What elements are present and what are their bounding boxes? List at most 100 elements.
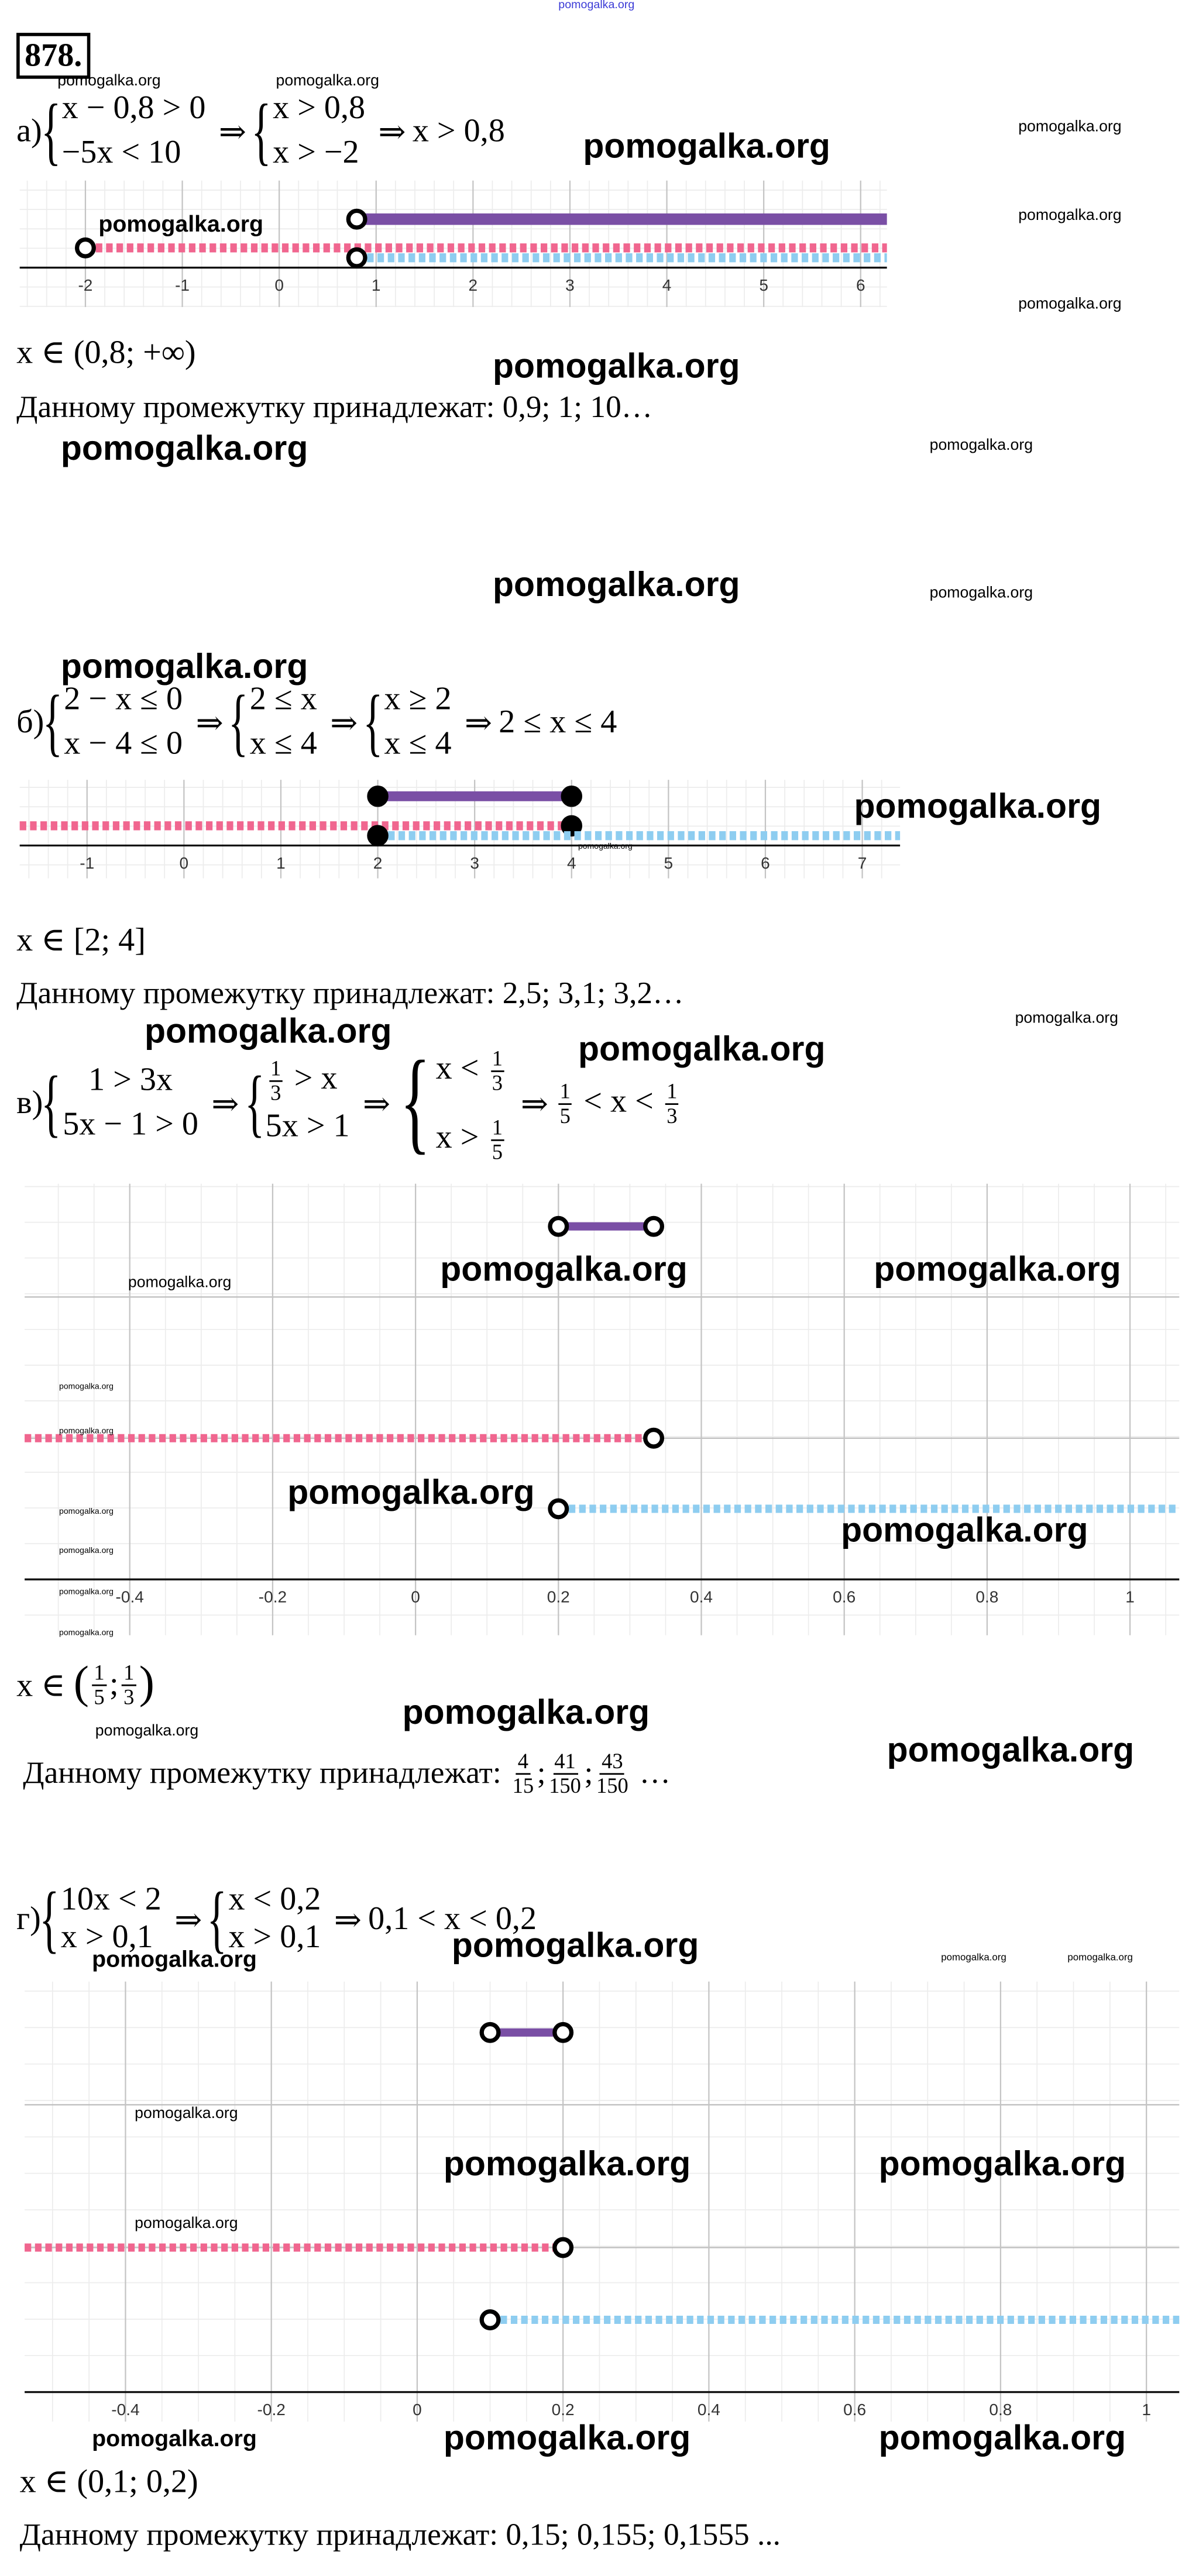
result: x > 0,8 — [412, 112, 505, 149]
watermark: pomogalka.org — [60, 648, 308, 687]
implies-arrow: ⇒ — [520, 1086, 548, 1122]
tick-label: 5 — [759, 276, 768, 294]
watermark: pomogalka.org — [493, 566, 740, 604]
tick-label: 0.4 — [690, 1587, 713, 1606]
open-point — [479, 2309, 501, 2330]
watermark: pomogalka.org — [1018, 295, 1122, 314]
tick-label: -2 — [78, 276, 92, 294]
result: 0,1 < x < 0,2 — [368, 1900, 537, 1937]
tick-label: -0.4 — [111, 2401, 139, 2419]
open-point — [74, 237, 96, 259]
watermark: pomogalka.org — [578, 1031, 826, 1071]
open-point — [479, 2021, 501, 2043]
tick-label: 0 — [413, 2401, 422, 2419]
tick-label: 1 — [1125, 1587, 1135, 1606]
watermark: pomogalka.org — [578, 842, 633, 852]
implies-arrow: ⇒ — [330, 705, 358, 742]
belongs-a: Данному промежутку принадлежат: 0,9; 1; … — [16, 391, 653, 425]
watermark: pomogalka.org — [287, 1474, 535, 1513]
answer-c: x ∈ (1 5; 1 3) — [16, 1658, 154, 1709]
tick-label: 0.6 — [843, 2401, 866, 2419]
belongs-b: Данному промежутку принадлежат: 2,5; 3,1… — [16, 977, 684, 1011]
open-point — [643, 1427, 665, 1449]
watermark: pomogalka.org — [443, 2420, 691, 2458]
watermark: pomogalka.org — [887, 1732, 1135, 1770]
watermark: pomogalka.org — [941, 1954, 1006, 1964]
part-label: а) — [16, 112, 42, 149]
system-line: x ≤ 4 — [249, 725, 317, 762]
tick-label: 0 — [274, 276, 284, 294]
problem-number: 878. — [16, 33, 91, 79]
tick-label: 4 — [662, 276, 672, 294]
system-line: 5x − 1 > 0 — [63, 1106, 198, 1143]
watermark: pomogalka.org — [443, 2145, 691, 2184]
implies-arrow: ⇒ — [174, 1902, 202, 1938]
watermark: pomogalka.org — [135, 2105, 238, 2123]
fraction: 41 150 — [549, 1748, 581, 1798]
system-line: 1 > 3x — [88, 1062, 173, 1098]
system-line: 2 ≤ x — [249, 681, 317, 718]
implies-arrow: ⇒ — [211, 1086, 239, 1122]
system-line: −5x < 10 — [61, 135, 181, 171]
watermark: pomogalka.org — [59, 1547, 114, 1556]
open-point — [552, 2237, 574, 2258]
implies-arrow: ⇒ — [334, 1902, 362, 1938]
watermark: pomogalka.org — [583, 128, 830, 166]
tick-label: 3 — [470, 854, 479, 872]
tick-label: -1 — [175, 276, 190, 294]
system: {x < 0,2 x > 0,1 — [207, 1876, 321, 1961]
implies-arrow: ⇒ — [218, 114, 246, 150]
system: {x − 0,8 > 0 −5x < 10 — [40, 87, 206, 176]
tick-label: -1 — [80, 854, 94, 872]
result: 2 ≤ x ≤ 4 — [499, 703, 617, 740]
part-label: г) — [16, 1900, 41, 1937]
tick-label: 7 — [858, 854, 867, 872]
tick-label: 0.2 — [552, 2401, 575, 2419]
watermark: pomogalka.org — [59, 1382, 114, 1393]
watermark: pomogalka.org — [929, 584, 1033, 603]
open-point — [548, 1215, 569, 1237]
watermark: pomogalka.org — [128, 1274, 232, 1292]
closed-point — [367, 825, 389, 846]
watermark: pomogalka.org — [60, 430, 308, 468]
belongs-d: Данному промежутку принадлежат: 0,15; 0,… — [19, 2518, 781, 2553]
tick-label: 0.4 — [698, 2401, 720, 2419]
system-line: x > 0,1 — [60, 1919, 153, 1955]
tick-label: 6 — [856, 276, 865, 294]
watermark: pomogalka.org — [144, 1013, 392, 1051]
system: {x > 0,8 x > −2 — [251, 87, 365, 176]
tick-label: -0.2 — [257, 2401, 286, 2419]
watermark: pomogalka.org — [929, 436, 1033, 455]
watermark: pomogalka.org — [1015, 1010, 1119, 1028]
implies-arrow: ⇒ — [363, 1086, 391, 1122]
tick-label: 2 — [373, 854, 383, 872]
closed-point — [561, 815, 583, 837]
watermark: pomogalka.org — [841, 1512, 1088, 1550]
watermark: pomogalka.org — [558, 0, 635, 12]
watermark: pomogalka.org — [59, 1427, 114, 1437]
closed-point — [367, 786, 389, 807]
system-line: x > 0,1 — [228, 1919, 321, 1955]
tick-label: 0.6 — [833, 1587, 856, 1606]
open-point — [643, 1215, 665, 1237]
system-line: x − 0,8 > 0 — [61, 90, 206, 127]
watermark: pomogalka.org — [59, 1587, 114, 1598]
tick-label: 0.8 — [975, 1587, 998, 1606]
watermark: pomogalka.org — [59, 1628, 114, 1639]
tick-label: 6 — [761, 854, 770, 872]
